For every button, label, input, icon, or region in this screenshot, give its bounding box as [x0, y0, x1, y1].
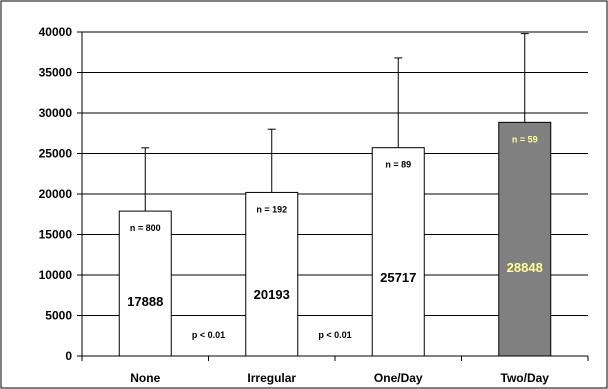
y-tick-label: 25000 [39, 147, 73, 161]
y-tick-label: 30000 [39, 106, 73, 120]
y-tick-label: 35000 [39, 66, 73, 80]
bar-annotations: n = 800 17888 n = 192 20193 n = 89 25717 n = 5… [127, 134, 543, 309]
value-label: 17888 [127, 294, 163, 309]
error-bars-group [141, 33, 529, 212]
y-tick-label: 20000 [39, 187, 73, 201]
x-tick-labels: None Irregular One/Day Two/Day [81, 356, 589, 385]
p-value-label: p < 0.01 [318, 330, 351, 340]
bars-group [118, 121, 552, 357]
y-tick-label: 10000 [39, 268, 73, 282]
sample-size-label: n = 800 [130, 223, 161, 233]
x-tick-label: Two/Day [501, 371, 550, 385]
value-label: 28848 [507, 260, 543, 275]
x-tick-label: Irregular [247, 371, 296, 385]
x-tick-label: One/Day [374, 371, 423, 385]
y-tick-label: 0 [65, 349, 72, 363]
y-tick-label: 5000 [45, 309, 72, 323]
p-value-label: p < 0.01 [192, 330, 225, 340]
value-label: 25717 [380, 270, 416, 285]
p-value-annotations: p < 0.01 p < 0.01 [192, 330, 352, 340]
bar-oneday [371, 147, 425, 357]
bar-irregular [245, 191, 299, 357]
sample-size-label: n = 89 [385, 160, 411, 170]
y-tick-label: 40000 [39, 25, 73, 39]
sample-size-label: n = 192 [256, 204, 287, 214]
bar-none [118, 210, 172, 357]
sample-size-label: n = 59 [512, 134, 538, 144]
value-label: 20193 [254, 287, 290, 302]
y-tick-labels: 0 5000 10000 15000 20000 25000 30000 35000 40000 [39, 25, 82, 363]
y-tick-label: 15000 [39, 228, 73, 242]
x-tick-label: None [130, 371, 160, 385]
bar-twoday [498, 121, 552, 357]
